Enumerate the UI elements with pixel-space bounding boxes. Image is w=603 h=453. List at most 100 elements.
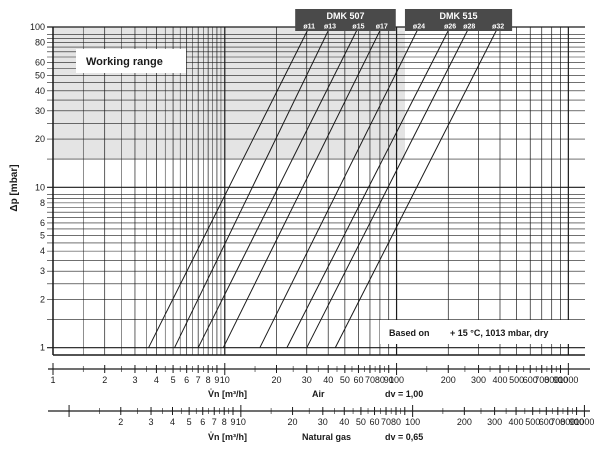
scale-tick-label: 5 xyxy=(187,417,192,427)
scale-tick-label: 900 xyxy=(553,375,568,385)
diameter-label: ø24 xyxy=(413,24,425,31)
scale-tick-label: 800 xyxy=(560,417,575,427)
scale-tick-label: 9 xyxy=(214,375,219,385)
scale-tick-label: 5 xyxy=(171,375,176,385)
scale-tick-label: 40 xyxy=(339,417,349,427)
series-line-ø24 xyxy=(259,26,420,348)
scale-tick-label: 50 xyxy=(356,417,366,427)
annotation-box xyxy=(380,320,570,344)
annotation-text: + 15 °C, 1013 mbar, dry xyxy=(450,328,548,338)
series-line-ø13 xyxy=(174,26,331,348)
diameter-label: ø11 xyxy=(303,24,315,31)
scale-tick-label: 7 xyxy=(196,375,201,385)
scale-tick-label: 80 xyxy=(391,417,401,427)
scale-tick-label: 300 xyxy=(471,375,486,385)
natural-gas-scale: 2 3 4 5 6 7 8 9 10 20 30 40 50 60 70 80 100 200 300 400 5006… xyxy=(48,405,594,427)
y-tick-label: 4 xyxy=(40,246,45,256)
scale-tick-label: 4 xyxy=(154,375,159,385)
series-line-ø17 xyxy=(222,26,383,348)
y-tick-label: 10 xyxy=(35,182,45,192)
y-tick-label: 30 xyxy=(35,106,45,116)
scale-tick-label: 10 xyxy=(220,375,230,385)
diameter-label: ø15 xyxy=(352,24,364,31)
scale-tick-label: 800 xyxy=(544,375,559,385)
scale-tick-label: 500 xyxy=(525,417,540,427)
y-tick-label: 8 xyxy=(40,198,45,208)
scale-tick-label: 40 xyxy=(323,375,333,385)
series-line-ø11 xyxy=(148,26,310,348)
diameter-label: ø17 xyxy=(376,24,388,31)
scale-tick-label: 400 xyxy=(509,417,524,427)
y-tick-label: 40 xyxy=(35,86,45,96)
series-line-ø32 xyxy=(334,26,499,348)
scale-tick-label: 200 xyxy=(441,375,456,385)
scale-tick-label: 600 xyxy=(523,375,538,385)
group-header-box xyxy=(404,9,513,31)
scale-tick-label: 8 xyxy=(222,417,227,427)
scale-tick-label: 90 xyxy=(384,375,394,385)
y-tick-label: 1 xyxy=(40,343,45,353)
scale-tick-label: 9 xyxy=(230,417,235,427)
scale-tick-label: 2 xyxy=(118,417,123,427)
y-tick-label: 5 xyxy=(40,231,45,241)
y-tick-label: 60 xyxy=(35,58,45,68)
scale-tick-label: 7 xyxy=(212,417,217,427)
scale-tick-label: 20 xyxy=(271,375,281,385)
series-line-ø26 xyxy=(286,26,451,348)
scale-tick-label: 80 xyxy=(375,375,385,385)
gas-flow-label: V̇n [m³/h] xyxy=(208,432,247,442)
scale-tick-label: 6 xyxy=(184,375,189,385)
scale-tick-label: 900 xyxy=(569,417,584,427)
y-tick-label: 6 xyxy=(40,218,45,228)
scale-tick-label: 700 xyxy=(550,417,565,427)
scale-tick-label: 4 xyxy=(170,417,175,427)
y-tick-label: 50 xyxy=(35,70,45,80)
scale-tick-label: 700 xyxy=(534,375,549,385)
y-axis: 1 2 3 4 5 6 8 10 20 30 40 50 60 80 100 xyxy=(30,22,45,353)
working-range-label-box xyxy=(76,49,186,73)
working-range-label: Working range xyxy=(86,56,163,68)
series-line-ø28 xyxy=(306,26,470,348)
scale-tick-label: 400 xyxy=(492,375,507,385)
scale-tick-label: 70 xyxy=(381,417,391,427)
series-header-layer: DMK 507 ø11 ø13 ø15 ø17 DMK 515 ø24 ø26 ø28 ø32 xyxy=(295,9,513,31)
group-header-label: DMK 515 xyxy=(440,11,478,21)
air-density-label: dv = 1,00 xyxy=(385,389,423,399)
diameter-label: ø26 xyxy=(444,24,456,31)
scale-tick-label: 60 xyxy=(370,417,380,427)
scale-tick-label: 10 xyxy=(236,417,246,427)
series-line-ø15 xyxy=(197,26,359,348)
group-header-label: DMK 507 xyxy=(326,11,364,21)
y-tick-label: 2 xyxy=(40,294,45,304)
y-tick-label: 80 xyxy=(35,38,45,48)
scale-tick-label: 1000 xyxy=(558,375,578,385)
scale-tick-label: 20 xyxy=(288,417,298,427)
scale-tick-label: 3 xyxy=(149,417,154,427)
air-flow-label: V̇n [m³/h] xyxy=(208,389,247,399)
scale-tick-label: 600 xyxy=(539,417,554,427)
scale-tick-label: 300 xyxy=(487,417,502,427)
diameter-label: ø32 xyxy=(492,24,504,31)
y-tick-label: 20 xyxy=(35,134,45,144)
diameter-label: ø13 xyxy=(324,24,336,31)
scale-tick-label: 6 xyxy=(200,417,205,427)
scale-tick-label: 70 xyxy=(365,375,375,385)
scale-tick-label: 1 xyxy=(50,375,55,385)
scale-tick-label: 2 xyxy=(102,375,107,385)
scale-tick-label: 30 xyxy=(318,417,328,427)
y-axis-label: Δp [mbar] xyxy=(9,164,20,211)
scale-tick-label: 3 xyxy=(132,375,137,385)
scale-tick-label: 60 xyxy=(353,375,363,385)
group-header-box xyxy=(295,9,396,31)
scale-tick-label: 50 xyxy=(340,375,350,385)
scale-tick-label: 1000 xyxy=(574,417,594,427)
scale-tick-label: 100 xyxy=(389,375,404,385)
y-tick-label: 100 xyxy=(30,22,45,32)
diameter-label: ø28 xyxy=(463,24,475,31)
scale-tick-label: 30 xyxy=(302,375,312,385)
gas-density-label: dv = 0,65 xyxy=(385,432,423,442)
annotation-label: Based on xyxy=(389,328,430,338)
